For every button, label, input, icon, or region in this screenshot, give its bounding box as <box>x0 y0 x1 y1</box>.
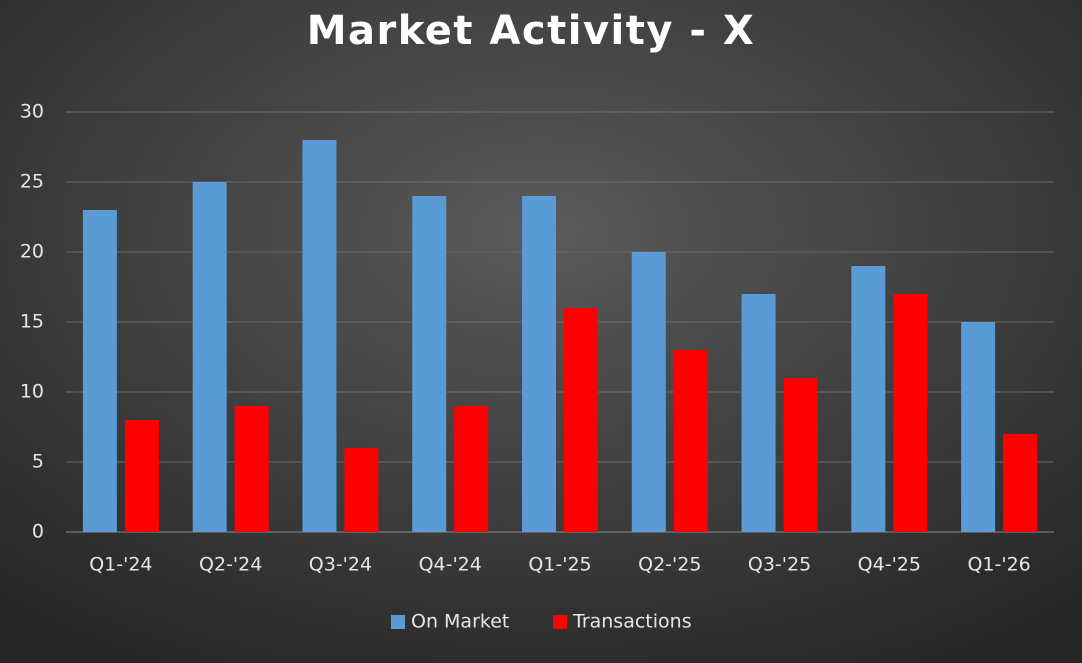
x-tick-label: Q4-'24 <box>419 554 482 576</box>
x-tick-label: Q1-'26 <box>967 554 1030 576</box>
bar <box>741 294 776 532</box>
bar <box>564 308 598 532</box>
bar <box>454 406 489 532</box>
y-tick-label: 0 <box>32 521 44 543</box>
bar <box>783 378 818 532</box>
bar <box>961 322 996 532</box>
x-tick-label: Q1-'25 <box>528 554 591 576</box>
legend-label: On Market <box>411 611 509 633</box>
x-tick-label: Q4-'25 <box>858 554 921 576</box>
bar <box>192 182 227 532</box>
chart-title: Market Activity - X <box>307 8 756 54</box>
bar <box>522 196 556 532</box>
y-tick-label: 25 <box>20 171 44 193</box>
y-tick-label: 30 <box>20 101 44 123</box>
bar <box>234 406 269 532</box>
bar <box>1003 434 1038 532</box>
bar <box>302 140 337 532</box>
x-tick-label: Q2-'24 <box>199 554 262 576</box>
y-tick-label: 10 <box>20 381 44 403</box>
bar <box>344 448 379 532</box>
legend-label: Transactions <box>572 611 692 633</box>
y-tick-label: 5 <box>32 451 44 473</box>
bar <box>412 196 447 532</box>
legend-swatch <box>391 615 405 629</box>
legend-swatch <box>553 615 567 629</box>
x-tick-label: Q1-'24 <box>89 554 152 576</box>
x-tick-label: Q3-'25 <box>748 554 811 576</box>
y-tick-label: 15 <box>20 311 44 333</box>
bar <box>82 210 117 532</box>
bar <box>124 420 159 532</box>
bar <box>851 266 886 532</box>
x-tick-label: Q3-'24 <box>309 554 372 576</box>
bar <box>673 350 708 532</box>
x-tick-label: Q2-'25 <box>638 554 701 576</box>
bar <box>893 294 928 532</box>
y-tick-label: 20 <box>20 241 44 263</box>
bar <box>631 252 666 532</box>
